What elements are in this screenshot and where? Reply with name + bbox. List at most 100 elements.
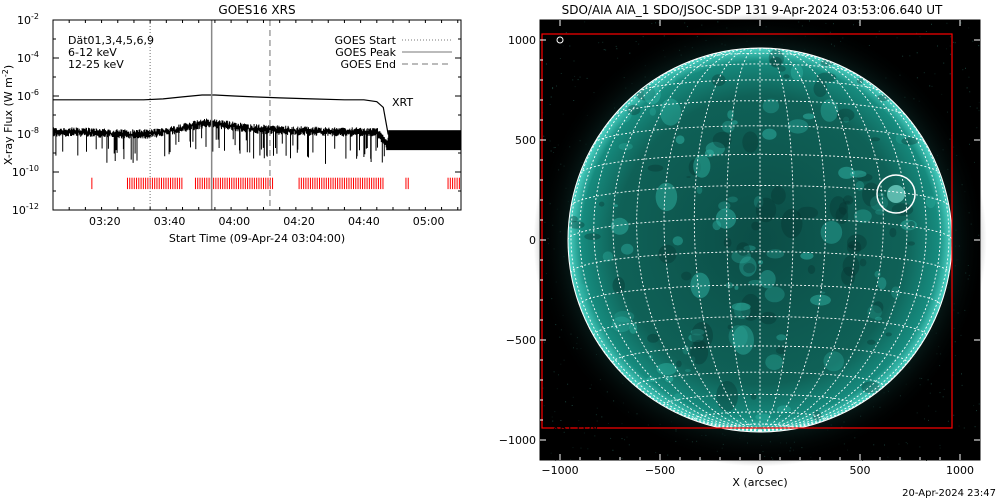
noise-pixel — [563, 359, 565, 361]
noise-pixel — [901, 458, 903, 460]
coronal-dark-region — [569, 215, 578, 223]
coronal-bright-region — [838, 166, 855, 179]
noise-pixel — [563, 431, 565, 433]
coronal-bright-region — [613, 204, 618, 208]
noise-pixel — [617, 57, 619, 59]
noise-pixel — [571, 405, 573, 406]
noise-pixel — [655, 452, 657, 454]
noise-pixel — [640, 38, 642, 40]
x-axis-label: Start Time (09-Apr-24 03:04:00) — [169, 232, 345, 245]
coronal-dark-region — [736, 242, 750, 256]
noise-pixel — [583, 432, 585, 434]
coronal-dark-region — [783, 74, 790, 79]
noise-pixel — [960, 22, 962, 24]
longitude-line — [759, 48, 794, 432]
coronal-bright-region — [893, 357, 905, 372]
coronal-dark-region — [599, 201, 605, 207]
noise-pixel — [621, 457, 623, 459]
coronal-dark-region — [816, 72, 837, 83]
coronal-dark-region — [907, 241, 915, 246]
channel-6-12-label: 6-12 keV — [68, 46, 117, 59]
coronal-dark-region — [877, 94, 890, 102]
coronal-bright-region — [877, 277, 887, 290]
coronal-bright-region — [776, 334, 787, 341]
coronal-bright-region — [810, 294, 831, 306]
noise-pixel — [565, 401, 567, 403]
x-tick-label: 04:00 — [218, 215, 250, 228]
noise-pixel — [635, 41, 637, 42]
coronal-dark-region — [807, 265, 816, 274]
coronal-dark-region — [836, 108, 855, 122]
noise-pixel — [853, 24, 854, 26]
noise-pixel — [574, 75, 576, 77]
noise-pixel — [607, 423, 609, 424]
aia-y-ticks: −1000 −500 0 500 1000 — [499, 34, 980, 447]
xrt-coverage-bars — [91, 177, 460, 190]
coronal-bright-region — [664, 73, 676, 84]
series-6-12kev-line — [53, 94, 461, 135]
noise-pixel — [542, 387, 544, 389]
noise-pixel — [978, 403, 980, 405]
noise-pixel — [919, 36, 921, 38]
longitude-line — [593, 52, 761, 432]
coronal-bright-region — [891, 286, 901, 299]
coronal-dark-region — [813, 80, 828, 98]
coronal-bright-region — [704, 149, 715, 158]
noise-pixel — [565, 32, 567, 34]
noise-pixel — [551, 416, 553, 418]
coronal-dark-region — [750, 393, 757, 400]
noise-pixel — [924, 418, 925, 420]
coronal-bright-region — [690, 272, 710, 299]
aia-x-axis-label: X (arcsec) — [732, 476, 787, 489]
coronal-dark-region — [847, 234, 867, 251]
coronal-dark-region — [742, 131, 759, 153]
longitude-line — [612, 50, 761, 432]
noise-pixel — [556, 85, 557, 87]
noise-pixel — [579, 76, 581, 78]
longitude-line — [759, 48, 827, 432]
coronal-bright-region — [610, 217, 629, 235]
latitude-line — [579, 284, 941, 306]
noise-pixel — [905, 442, 907, 443]
noise-pixel — [954, 42, 956, 44]
noise-pixel — [550, 452, 552, 454]
noise-pixel — [887, 456, 889, 458]
coronal-dark-region — [676, 360, 682, 368]
noise-pixel — [596, 407, 598, 409]
latitude-line — [593, 316, 927, 336]
noise-pixel — [947, 111, 948, 113]
noise-pixel — [550, 96, 552, 98]
coronal-bright-region — [739, 256, 757, 277]
coronal-bright-region — [643, 84, 661, 105]
noise-pixel — [952, 374, 954, 376]
noise-pixel — [549, 140, 551, 142]
noise-pixel — [934, 73, 936, 75]
coronal-bright-region — [602, 251, 614, 262]
noise-pixel — [573, 60, 575, 62]
latitude-line — [594, 125, 926, 143]
coronal-bright-region — [731, 120, 738, 125]
solar-active-regions — [568, 49, 936, 422]
coronal-dark-region — [771, 186, 786, 205]
noise-pixel — [916, 412, 918, 414]
coronal-bright-region — [820, 220, 843, 244]
coronal-dark-region — [688, 159, 701, 176]
x-tick-label: 03:20 — [89, 215, 121, 228]
noise-pixel — [595, 414, 597, 416]
noise-pixel — [942, 396, 944, 398]
noise-pixel — [966, 87, 968, 89]
aia-y-tick-label: 500 — [515, 134, 536, 147]
flare-legend-symbol — [556, 36, 564, 44]
aia-image-panel: SDO/AIA AIA_1 SDO/JSOC-SDP 131 9-Apr-202… — [499, 3, 987, 489]
x-tick-label: 03:40 — [154, 215, 186, 228]
coronal-dark-region — [838, 202, 849, 215]
noise-pixel — [946, 22, 948, 24]
coronal-dark-region — [877, 195, 883, 199]
noise-pixel — [542, 112, 544, 114]
coronal-bright-region — [867, 305, 882, 319]
event-legend: GOES Start GOES Peak GOES End — [335, 34, 452, 71]
noise-pixel — [833, 23, 834, 25]
noise-pixel — [939, 444, 941, 446]
noise-pixel — [902, 55, 904, 57]
aia-y-tick-label: −1000 — [499, 434, 536, 447]
